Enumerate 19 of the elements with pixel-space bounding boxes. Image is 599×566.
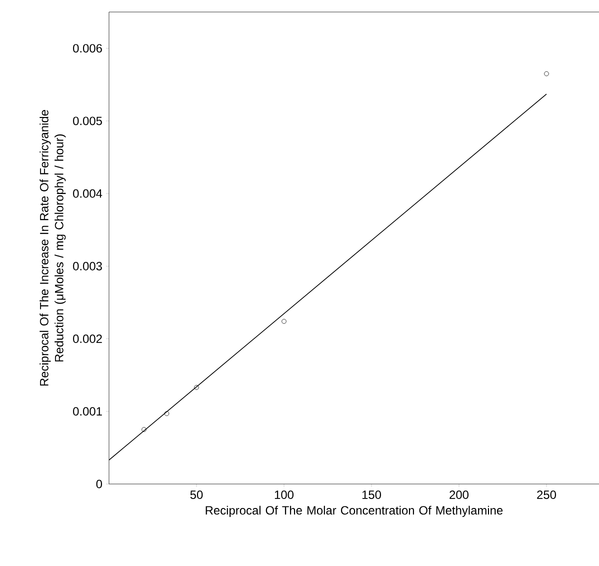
y-axis-title: Reciprocal Of The Increase In Rate Of Ferricyanide Reduction (μMoles / mg Chlorophyl / hour) xyxy=(40,110,66,386)
y-tick-label: 0.005 xyxy=(73,116,102,126)
y-tick-label: 0.002 xyxy=(73,334,102,343)
x-tick-label: 50 xyxy=(190,490,203,499)
point xyxy=(544,71,549,76)
point xyxy=(164,411,170,416)
y-tick-label: 0.004 xyxy=(73,189,102,198)
point xyxy=(282,318,286,324)
x-tick-label: 200 xyxy=(450,490,469,499)
x-tick-label: 250 xyxy=(537,490,556,499)
point xyxy=(194,385,199,390)
point xyxy=(142,427,146,432)
x-tick-label: 150 xyxy=(362,490,382,499)
y-tick-label: 0.001 xyxy=(73,407,102,416)
x-tick-label: 100 xyxy=(274,490,294,499)
y-tick-label: 0.006 xyxy=(73,44,102,53)
x-axis-title: Reciprocal Of The Molar Concentration Of Methylamine xyxy=(206,506,503,517)
y-tick-label: 0 xyxy=(96,480,102,488)
y-tick-label: 0.003 xyxy=(73,262,102,270)
